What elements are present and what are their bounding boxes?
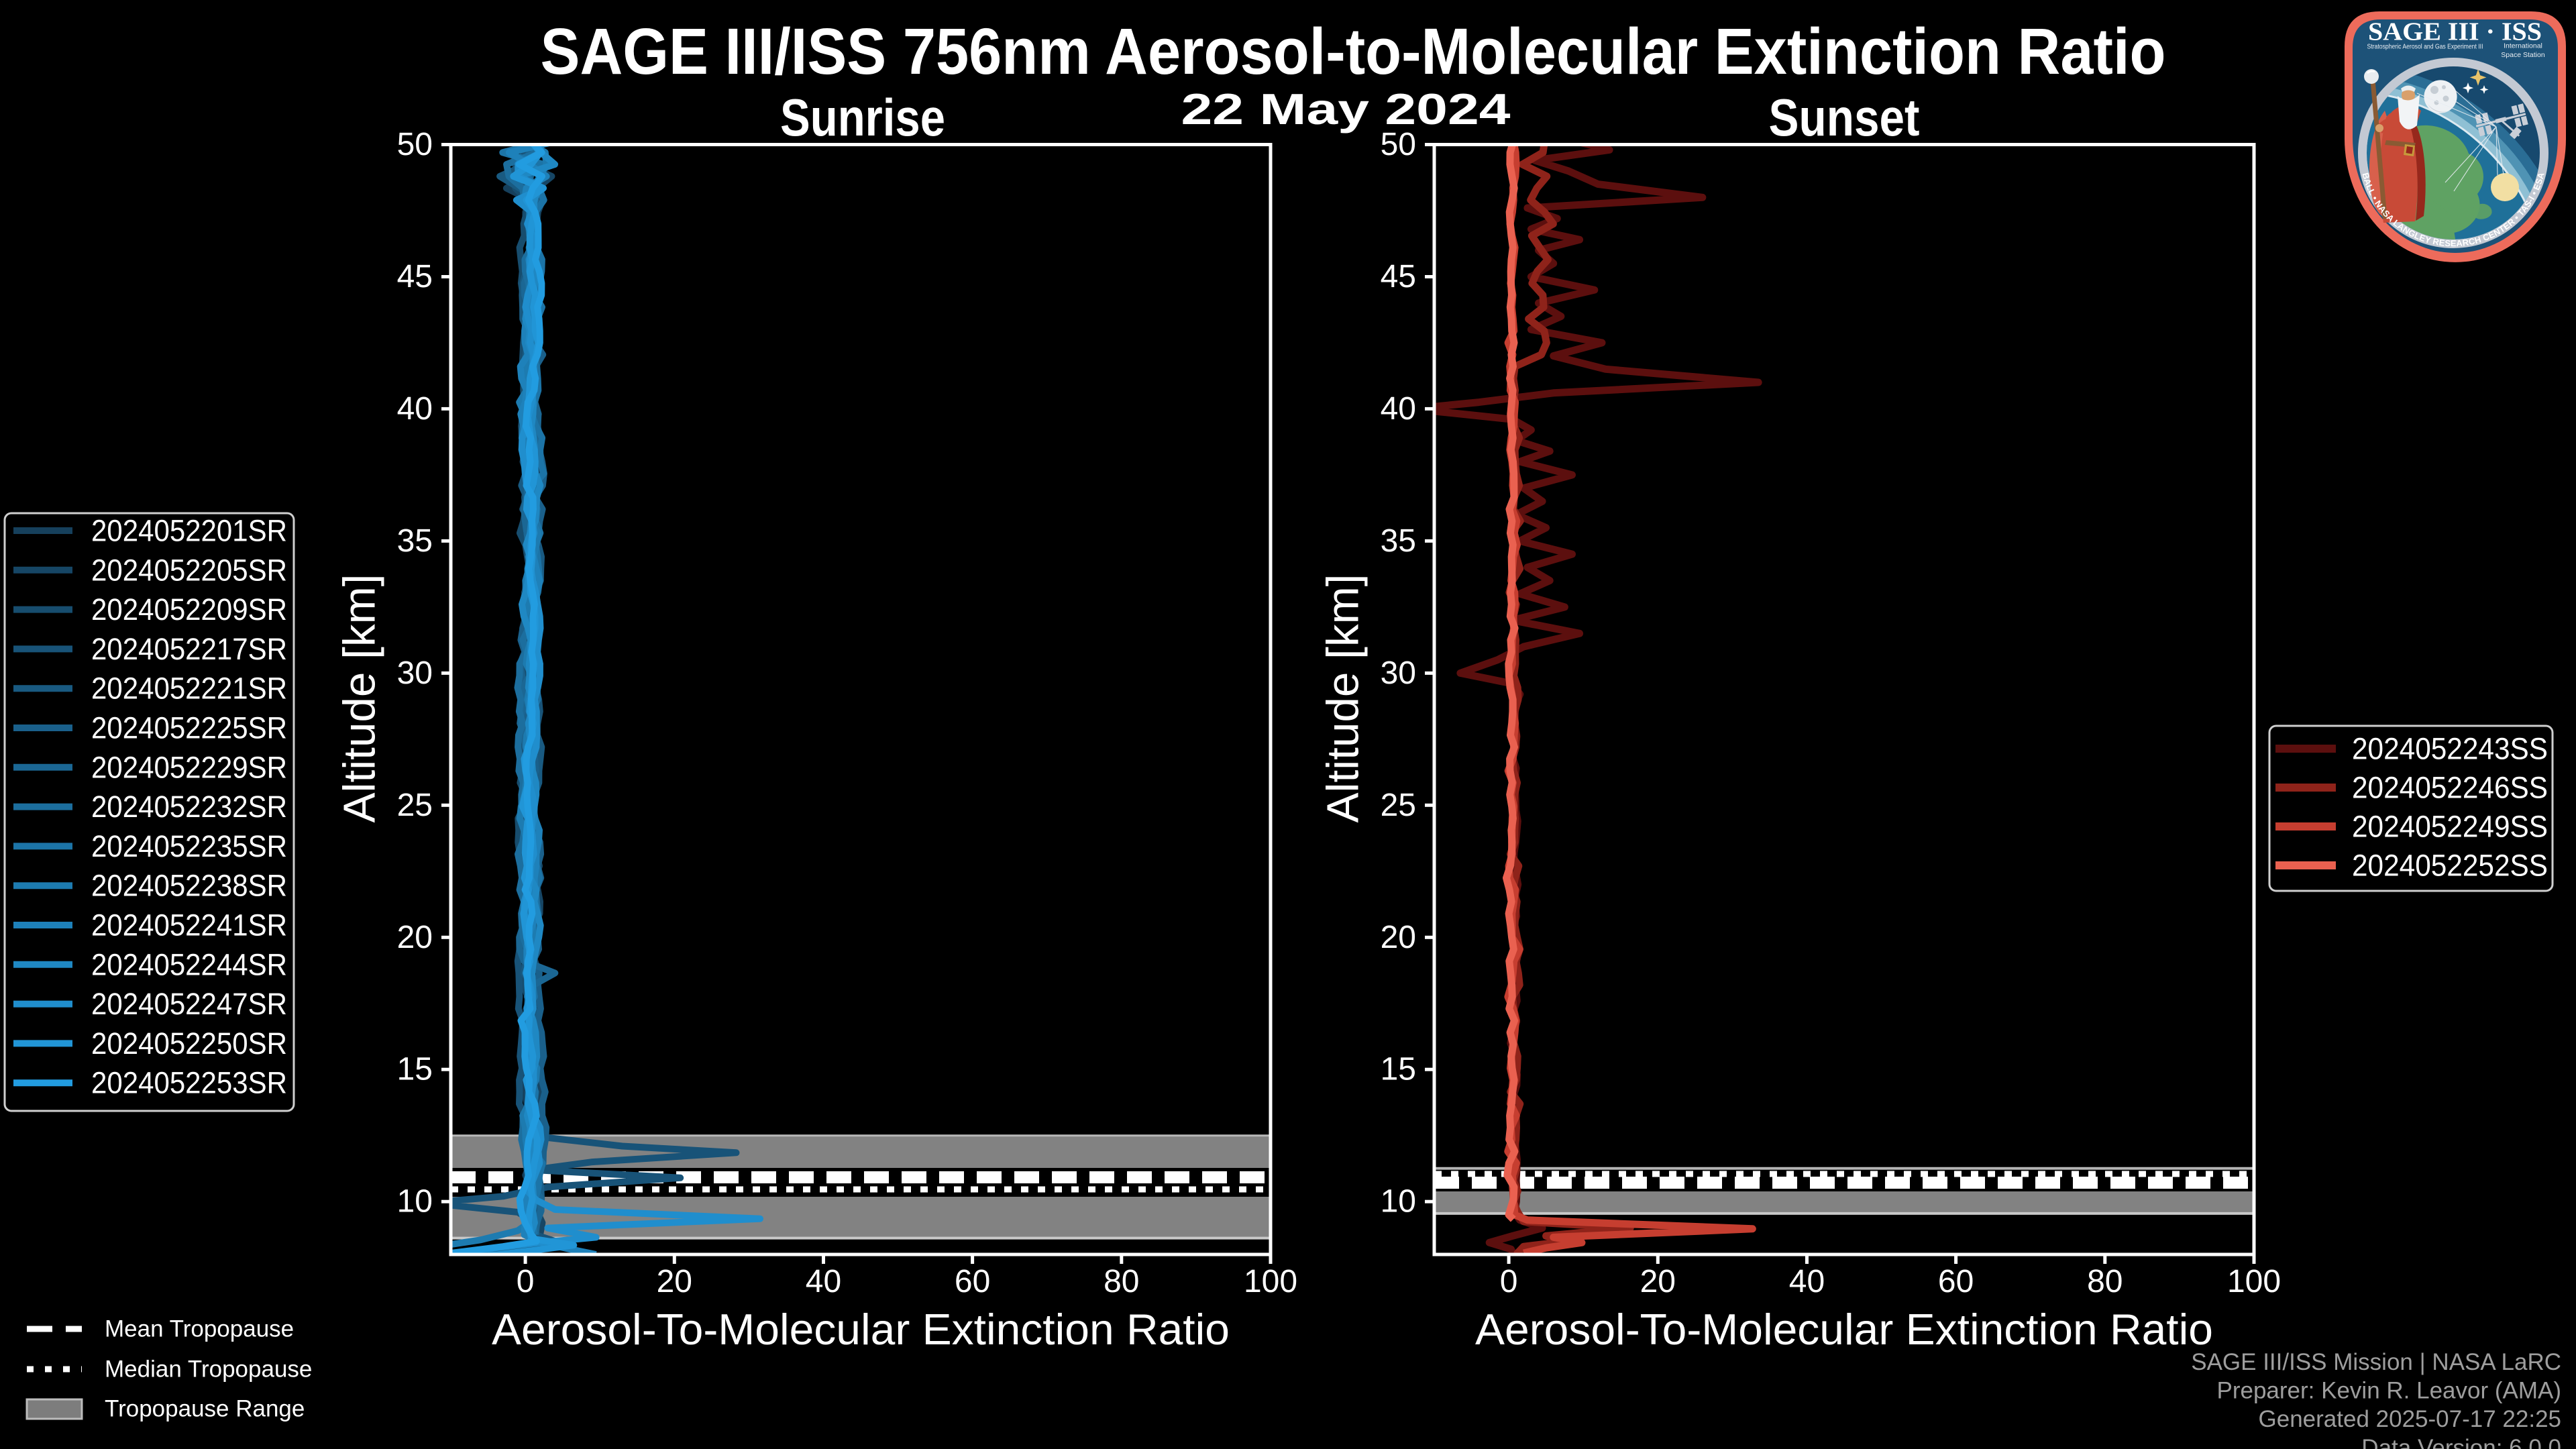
svg-text:SAGE III · ISS: SAGE III · ISS (2368, 18, 2542, 46)
svg-text:Median Tropopause: Median Tropopause (105, 1356, 312, 1383)
svg-text:2024052243SS: 2024052243SS (2352, 732, 2548, 766)
svg-text:40: 40 (397, 391, 433, 427)
svg-text:Tropopause Range: Tropopause Range (105, 1396, 305, 1422)
svg-text:2024052252SS: 2024052252SS (2352, 849, 2548, 883)
svg-text:20: 20 (1640, 1264, 1676, 1299)
svg-text:15: 15 (1381, 1052, 1416, 1087)
svg-text:Aerosol-To-Molecular Extinctio: Aerosol-To-Molecular Extinction Ratio (1475, 1305, 2213, 1354)
svg-text:30: 30 (1381, 655, 1416, 691)
svg-text:60: 60 (955, 1264, 990, 1299)
svg-text:0: 0 (517, 1264, 535, 1299)
svg-text:45: 45 (1381, 259, 1416, 294)
svg-text:Mean Tropopause: Mean Tropopause (105, 1316, 294, 1342)
svg-text:Sunset: Sunset (1769, 88, 1920, 147)
svg-text:2024052201SR: 2024052201SR (91, 514, 287, 548)
svg-text:2024052229SR: 2024052229SR (91, 750, 287, 784)
svg-text:Preparer: Kevin R. Leavor (AMA: Preparer: Kevin R. Leavor (AMA) (2216, 1378, 2561, 1404)
svg-text:2024052225SR: 2024052225SR (91, 711, 287, 745)
svg-text:40: 40 (1381, 391, 1416, 427)
svg-text:35: 35 (1381, 523, 1416, 559)
svg-text:10: 10 (1381, 1184, 1416, 1220)
svg-text:2024052246SS: 2024052246SS (2352, 771, 2548, 805)
svg-text:60: 60 (1938, 1264, 1974, 1299)
svg-text:2024052241SR: 2024052241SR (91, 908, 287, 943)
svg-text:Data Version: 6.0.0: Data Version: 6.0.0 (2361, 1435, 2561, 1449)
svg-text:40: 40 (1789, 1264, 1825, 1299)
svg-text:10: 10 (397, 1184, 433, 1220)
svg-text:50: 50 (1381, 127, 1416, 162)
svg-text:2024052247SR: 2024052247SR (91, 987, 287, 1021)
svg-text:100: 100 (2227, 1264, 2281, 1299)
svg-text:80: 80 (1104, 1264, 1139, 1299)
svg-text:Aerosol-To-Molecular Extinctio: Aerosol-To-Molecular Extinction Ratio (492, 1305, 1230, 1354)
svg-text:SAGE III/ISS 756nm Aerosol-to-: SAGE III/ISS 756nm Aerosol-to-Molecular … (541, 15, 2166, 88)
svg-text:30: 30 (397, 655, 433, 691)
svg-text:22 May 2024: 22 May 2024 (1181, 85, 1511, 133)
svg-text:40: 40 (806, 1264, 841, 1299)
svg-text:Sunrise: Sunrise (780, 88, 945, 147)
svg-text:80: 80 (2087, 1264, 2123, 1299)
svg-text:International: International (2504, 42, 2542, 50)
svg-text:2024052250SR: 2024052250SR (91, 1026, 287, 1061)
svg-text:2024052209SR: 2024052209SR (91, 592, 287, 627)
svg-text:Stratospheric Aerosol and Gas: Stratospheric Aerosol and Gas Experiment… (2367, 44, 2483, 51)
svg-text:2024052249SS: 2024052249SS (2352, 810, 2548, 844)
svg-text:25: 25 (1381, 788, 1416, 823)
svg-text:20: 20 (1381, 920, 1416, 955)
svg-text:2024052238SR: 2024052238SR (91, 869, 287, 903)
svg-text:2024052232SR: 2024052232SR (91, 790, 287, 824)
svg-text:2024052205SR: 2024052205SR (91, 553, 287, 587)
svg-text:2024052221SR: 2024052221SR (91, 672, 287, 706)
svg-text:20: 20 (397, 920, 433, 955)
svg-text:2024052217SR: 2024052217SR (91, 632, 287, 666)
svg-text:Altitude [km]: Altitude [km] (1318, 574, 1368, 823)
svg-text:50: 50 (397, 127, 433, 162)
svg-text:0: 0 (1500, 1264, 1518, 1299)
svg-text:2024052235SR: 2024052235SR (91, 829, 287, 863)
svg-text:25: 25 (397, 788, 433, 823)
svg-text:100: 100 (1244, 1264, 1297, 1299)
svg-text:35: 35 (397, 523, 433, 559)
svg-text:2024052253SR: 2024052253SR (91, 1066, 287, 1100)
svg-text:Space Station: Space Station (2501, 51, 2545, 59)
svg-text:SAGE III/ISS Mission | NASA La: SAGE III/ISS Mission | NASA LaRC (2191, 1349, 2561, 1375)
svg-text:15: 15 (397, 1052, 433, 1087)
svg-text:Altitude [km]: Altitude [km] (335, 574, 385, 823)
svg-text:2024052244SR: 2024052244SR (91, 947, 287, 981)
svg-text:45: 45 (397, 259, 433, 294)
svg-text:Generated 2025-07-17 22:25: Generated 2025-07-17 22:25 (2259, 1406, 2561, 1432)
svg-text:20: 20 (657, 1264, 692, 1299)
